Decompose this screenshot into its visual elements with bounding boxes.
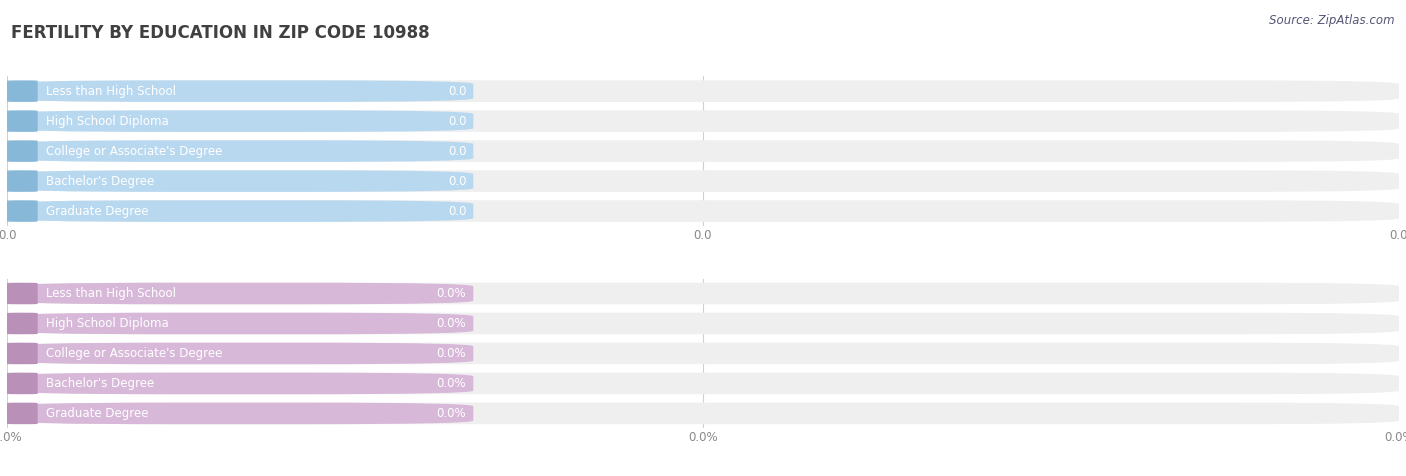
FancyBboxPatch shape: [7, 200, 474, 222]
FancyBboxPatch shape: [7, 200, 38, 222]
FancyBboxPatch shape: [7, 283, 1399, 304]
Text: Less than High School: Less than High School: [46, 287, 176, 300]
FancyBboxPatch shape: [7, 403, 474, 424]
FancyBboxPatch shape: [7, 80, 474, 102]
FancyBboxPatch shape: [7, 170, 1399, 192]
Text: College or Associate's Degree: College or Associate's Degree: [46, 347, 222, 360]
Text: Less than High School: Less than High School: [46, 85, 176, 98]
FancyBboxPatch shape: [7, 80, 38, 102]
Text: Source: ZipAtlas.com: Source: ZipAtlas.com: [1270, 14, 1395, 27]
Text: 0.0%: 0.0%: [437, 317, 467, 330]
FancyBboxPatch shape: [7, 373, 474, 394]
Text: 0.0%: 0.0%: [437, 377, 467, 390]
Text: 0.0: 0.0: [449, 115, 467, 128]
FancyBboxPatch shape: [7, 110, 1399, 132]
FancyBboxPatch shape: [7, 373, 38, 394]
Text: 0.0: 0.0: [449, 145, 467, 158]
Text: 0.0%: 0.0%: [437, 287, 467, 300]
FancyBboxPatch shape: [7, 343, 474, 364]
FancyBboxPatch shape: [7, 313, 1399, 334]
FancyBboxPatch shape: [7, 140, 474, 162]
FancyBboxPatch shape: [7, 80, 1399, 102]
FancyBboxPatch shape: [7, 313, 38, 334]
FancyBboxPatch shape: [7, 110, 474, 132]
FancyBboxPatch shape: [7, 200, 1399, 222]
FancyBboxPatch shape: [7, 140, 1399, 162]
FancyBboxPatch shape: [7, 283, 474, 304]
Text: Bachelor's Degree: Bachelor's Degree: [46, 175, 155, 188]
FancyBboxPatch shape: [7, 313, 474, 334]
FancyBboxPatch shape: [7, 283, 38, 304]
Text: Graduate Degree: Graduate Degree: [46, 407, 149, 420]
FancyBboxPatch shape: [7, 403, 1399, 424]
FancyBboxPatch shape: [7, 343, 38, 364]
Text: High School Diploma: High School Diploma: [46, 317, 169, 330]
Text: 0.0: 0.0: [449, 205, 467, 218]
FancyBboxPatch shape: [7, 403, 38, 424]
Text: 0.0: 0.0: [449, 85, 467, 98]
FancyBboxPatch shape: [7, 110, 38, 132]
Text: 0.0%: 0.0%: [437, 407, 467, 420]
Text: 0.0%: 0.0%: [437, 347, 467, 360]
Text: 0.0: 0.0: [449, 175, 467, 188]
FancyBboxPatch shape: [7, 140, 38, 162]
Text: High School Diploma: High School Diploma: [46, 115, 169, 128]
FancyBboxPatch shape: [7, 170, 474, 192]
FancyBboxPatch shape: [7, 343, 1399, 364]
FancyBboxPatch shape: [7, 373, 1399, 394]
Text: Bachelor's Degree: Bachelor's Degree: [46, 377, 155, 390]
FancyBboxPatch shape: [7, 170, 38, 192]
Text: FERTILITY BY EDUCATION IN ZIP CODE 10988: FERTILITY BY EDUCATION IN ZIP CODE 10988: [11, 24, 430, 42]
Text: Graduate Degree: Graduate Degree: [46, 205, 149, 218]
Text: College or Associate's Degree: College or Associate's Degree: [46, 145, 222, 158]
